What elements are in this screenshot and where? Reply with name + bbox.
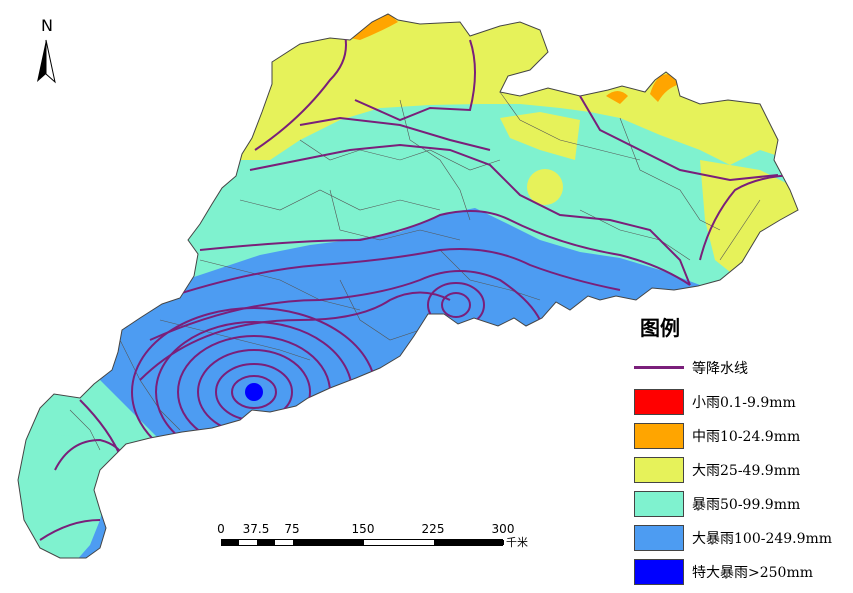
north-arrow [37, 39, 56, 84]
scale-unit: 千米 [506, 536, 528, 549]
scale-tick-3: 150 [351, 522, 375, 536]
legend-item-moderate-rain: 中雨10-24.9mm [632, 423, 847, 457]
legend-swatch [634, 491, 684, 517]
legend-item-label: 小雨0.1-9.9mm [692, 395, 796, 411]
legend-item-label: 等降水线 [692, 361, 748, 377]
legend-swatch [634, 389, 684, 415]
legend-swatch [634, 525, 684, 551]
legend-item-rainstorm: 暴雨50-99.9mm [632, 491, 847, 525]
legend-item-extreme-rainstorm: 特大暴雨>250mm [632, 559, 847, 593]
legend-swatch [634, 559, 684, 585]
scale-tick-0: 0 [217, 522, 225, 536]
north-label: N [41, 16, 53, 35]
scale-tick-5: 300 [491, 522, 515, 536]
legend-item-heavy-rainstorm: 大暴雨100-249.9mm [632, 525, 847, 559]
scale-tick-4: 225 [421, 522, 445, 536]
legend-item-isohyet: 等降水线 [632, 355, 847, 389]
legend-item-label: 特大暴雨>250mm [692, 565, 814, 581]
scale-bar-graphic [221, 539, 504, 546]
legend-swatch [634, 457, 684, 483]
scale-bar: 0 37.5 75 150 225 300 千米 [217, 522, 548, 562]
legend-item-label: 中雨10-24.9mm [692, 429, 801, 445]
scale-tick-2: 75 [284, 522, 300, 536]
scale-tick-1: 37.5 [242, 522, 270, 536]
legend-title: 图例 [640, 316, 680, 340]
legend-item-label: 暴雨50-99.9mm [692, 497, 801, 513]
legend-item-light-rain: 小雨0.1-9.9mm [632, 389, 847, 423]
legend: 图例 等降水线 小雨0.1-9.9mm 中雨10-24.9mm 大雨25-49.… [632, 312, 847, 593]
legend-isohyet-line [634, 366, 684, 369]
legend-item-heavy-rain: 大雨25-49.9mm [632, 457, 847, 491]
precipitation-map [17, 13, 799, 559]
legend-item-label: 大雨25-49.9mm [692, 463, 801, 479]
legend-item-label: 大暴雨100-249.9mm [692, 531, 833, 547]
legend-swatch [634, 423, 684, 449]
